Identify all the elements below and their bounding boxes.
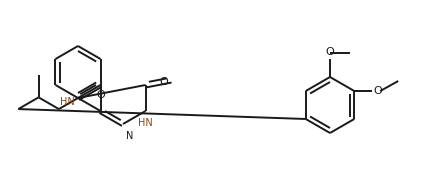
Text: O: O (325, 47, 334, 57)
Text: HN: HN (138, 118, 153, 128)
Text: HN: HN (60, 97, 74, 107)
Text: O: O (96, 90, 104, 100)
Text: O: O (159, 77, 168, 87)
Text: N: N (126, 131, 133, 141)
Text: O: O (372, 86, 381, 96)
